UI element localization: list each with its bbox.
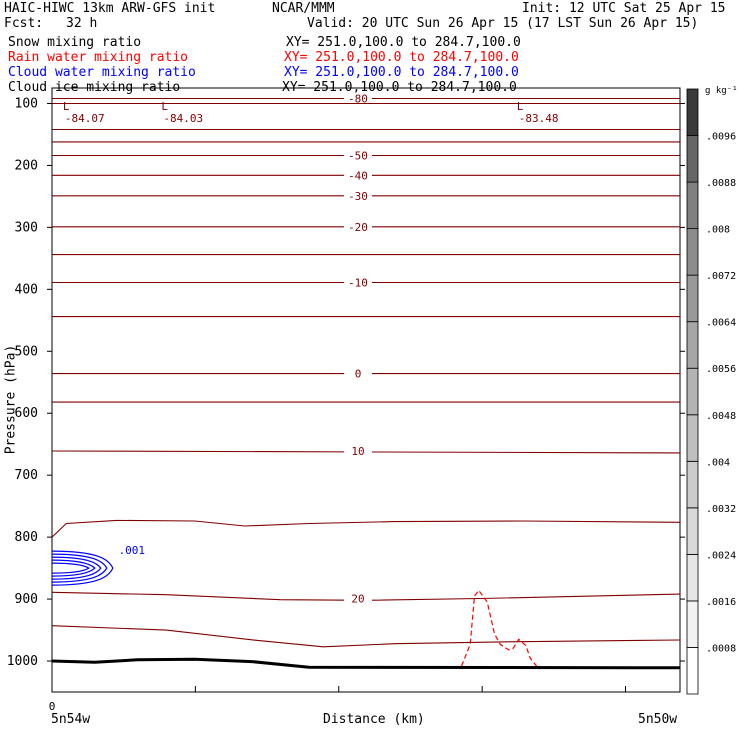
contour-label: 20: [351, 592, 364, 605]
colorbar-label: .0024: [706, 550, 736, 561]
contour-label-bg: [344, 445, 372, 457]
cloud-water-contour: [51, 550, 114, 586]
low-center-letter: L: [63, 100, 70, 113]
plot-border: [51, 87, 681, 693]
contour-label-bg: [344, 169, 372, 181]
field-xy-rain: XY= 251.0,100.0 to 284.7,100.0: [284, 50, 519, 65]
cloud-water-contour: [51, 553, 108, 583]
contour-label-bg: [344, 220, 372, 232]
contour-label: -80: [348, 93, 368, 106]
field-xy-cloud-water: XY= 251.0,100.0 to 284.7,100.0: [284, 65, 519, 80]
contour-label-bg: [344, 592, 372, 604]
contour-label: -20: [348, 221, 368, 234]
colorbar-label: .0008: [706, 643, 736, 654]
colorbar-segment: [686, 88, 699, 136]
surface-pressure-line: [51, 657, 681, 670]
low-center-value: -84.07: [65, 112, 105, 125]
colorbar-segment: [686, 135, 699, 183]
rain-water-contour: [461, 589, 538, 668]
contour-label-bg: [344, 149, 372, 161]
colorbar-label: .0072: [706, 271, 736, 282]
colorbar-segment: [686, 274, 699, 323]
contour-label-bg: [344, 367, 372, 379]
forecast-label: Fcst:: [4, 16, 44, 31]
colorbar-segment: [686, 647, 699, 695]
colorbar-label: .0048: [706, 411, 736, 422]
init-time: Init: 12 UTC Sat 25 Apr 15: [522, 1, 726, 16]
colorbar-segment: [686, 228, 699, 276]
cloud-water-contour: [51, 559, 96, 577]
y-tick-label: 500: [15, 344, 38, 359]
colorbar-segment: [686, 460, 699, 509]
contour-label: 0: [355, 368, 362, 381]
colorbar-segment: [686, 321, 699, 369]
y-tick-label: 100: [15, 96, 38, 111]
contour-label: -10: [348, 277, 368, 290]
y-tick-label: 400: [15, 282, 38, 297]
colorbar-label: .004: [706, 457, 730, 468]
low-center-letter: L: [161, 100, 168, 113]
x-tick-label: 0: [49, 700, 56, 713]
y-tick-label: 1000: [7, 654, 38, 669]
colorbar-label: .0016: [706, 597, 736, 608]
temperature-contour: [51, 519, 681, 538]
cloud-water-contour: [51, 556, 102, 580]
temperature-contour: [51, 591, 681, 601]
contour-label: -40: [348, 169, 368, 182]
model-title: HAIC-HIWC 13km ARW-GFS init: [4, 1, 216, 16]
contour-label-bg: [344, 189, 372, 201]
valid-time: Valid: 20 UTC Sun 26 Apr 15 (17 LST Sun …: [307, 16, 699, 31]
cloud-label-bg: [118, 545, 145, 556]
low-center-letter: L: [517, 100, 524, 113]
colorbar-unit: g kg⁻¹: [705, 86, 738, 96]
y-tick-label: 800: [15, 530, 38, 545]
x-end-label-right: 5n50w: [638, 712, 678, 727]
low-center-value: -84.03: [163, 112, 203, 125]
colorbar-label: .008: [706, 225, 730, 236]
colorbar-label: .0088: [706, 178, 736, 189]
y-tick-label: 900: [15, 592, 38, 607]
colorbar-segment: [686, 414, 699, 462]
y-tick-label: 300: [15, 220, 38, 235]
cloud-water-contour: [51, 562, 90, 574]
colorbar-segment: [686, 600, 699, 648]
forecast-hours: 32 h: [66, 16, 98, 31]
org-label: NCAR/MMM: [272, 1, 335, 16]
contour-label-bg: [344, 276, 372, 288]
contour-label-bg: [344, 92, 372, 104]
contour-label: -50: [348, 150, 368, 163]
contour-label: 10: [351, 445, 364, 458]
temperature-contour: [51, 625, 681, 648]
field-label-snow: Snow mixing ratio: [8, 35, 142, 50]
colorbar-segment: [686, 507, 699, 555]
field-label-cloud-water: Cloud water mixing ratio: [8, 65, 196, 80]
colorbar-label: .0064: [706, 318, 736, 329]
colorbar-segment: [686, 181, 699, 230]
y-tick-label: 700: [15, 468, 38, 483]
colorbar-segment: [686, 367, 699, 416]
y-tick-label: 200: [15, 158, 38, 173]
contour-label: -30: [348, 190, 368, 203]
y-axis-title: Pressure (hPa): [3, 344, 19, 455]
cloud-water-label: .001: [119, 544, 146, 557]
x-end-label-left: 5n54w: [51, 712, 91, 727]
field-label-rain: Rain water mixing ratio: [8, 50, 189, 65]
colorbar-label: .0056: [706, 364, 736, 375]
colorbar-segment: [686, 553, 699, 602]
y-tick-label: 600: [15, 406, 38, 421]
colorbar-label: .0032: [706, 504, 736, 515]
low-center-value: -83.48: [519, 112, 559, 125]
field-xy-snow: XY= 251.0,100.0 to 284.7,100.0: [286, 35, 521, 50]
colorbar-label: .0096: [706, 132, 736, 143]
x-axis-title: Distance (km): [323, 712, 425, 727]
